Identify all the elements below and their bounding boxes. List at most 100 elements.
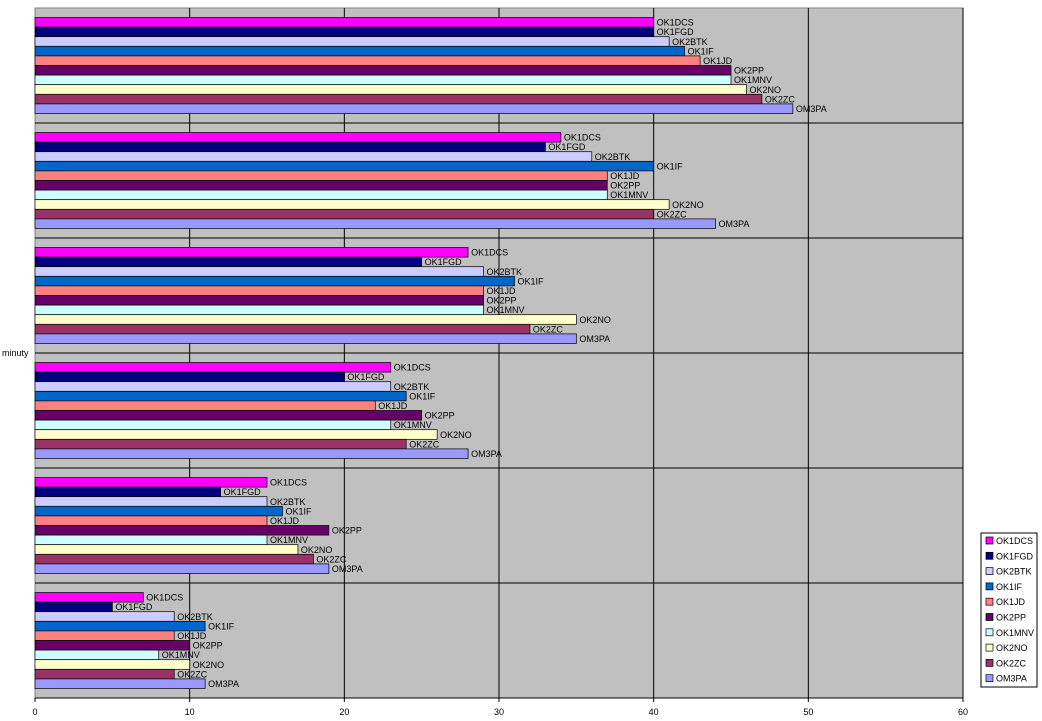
bar-label-ok1if-group-4: OK1IF [409,391,436,401]
bar-ok1fgd-group-2 [34,141,546,153]
bar-ok1jd-group-4 [34,400,376,411]
legend-swatch-ok2pp [985,613,994,621]
bar-ok1jd-group-3 [34,285,484,296]
bar-label-ok1jd-group-5: OK1JD [270,516,300,526]
legend-label-ok2pp: OK2PP [996,613,1026,623]
bar-label-ok1mnv-group-6: OK1MNV [162,650,200,660]
bar-label-ok1jd-group-2: OK1JD [610,171,640,181]
legend-label-ok1fgd: OK1FGD [996,551,1034,561]
bar-label-om3pa-group-5: OM3PA [332,564,363,574]
bar-ok1if-group-6 [34,620,206,632]
bar-ok1jd-group-5 [34,515,268,526]
legend-label-ok1mnv: OK1MNV [996,628,1034,638]
bar-label-ok2no-group-4: OK2NO [440,430,472,440]
bar-ok1mnv-group-2 [34,189,608,201]
bar-ok1fgd-group-3 [34,256,423,268]
x-tick-label-60: 60 [958,707,968,717]
x-tick-label-30: 30 [494,707,504,717]
bar-label-ok1fgd-group-2: OK1FGD [548,142,586,152]
bar-ok1mnv-group-3 [34,304,484,316]
bar-label-ok1dcs-group-4: OK1DCS [394,363,431,373]
bar-label-ok1mnv-group-1: OK1MNV [734,75,772,85]
bar-label-ok1if-group-6: OK1IF [208,621,235,631]
bar-label-om3pa-group-2: OM3PA [719,219,750,229]
bar-ok2zc-group-5 [34,553,314,565]
bar-label-ok1mnv-group-3: OK1MNV [487,305,525,315]
bar-label-ok1dcs-group-5: OK1DCS [270,478,307,488]
bar-label-ok2btk-group-2: OK2BTK [595,152,631,162]
bar-om3pa-group-6 [34,678,206,689]
legend-swatch-ok1mnv [985,628,994,637]
bar-label-ok1mnv-group-5: OK1MNV [270,535,308,545]
bar-label-om3pa-group-3: OM3PA [579,334,610,344]
bar-ok2no-group-1 [34,84,747,95]
bar-label-ok1dcs-group-3: OK1DCS [471,248,508,258]
bar-ok1fgd-group-6 [34,601,113,613]
bar-label-ok2pp-group-4: OK2PP [425,411,455,421]
bar-label-om3pa-group-6: OM3PA [208,679,239,689]
bar-label-ok1jd-group-4: OK1JD [378,401,408,411]
bar-ok1fgd-group-5 [34,486,221,498]
bar-om3pa-group-5 [34,563,330,574]
bar-label-ok2no-group-1: OK2NO [749,85,781,95]
bar-ok1fgd-group-1 [34,26,655,38]
legend-swatch-ok1if [985,582,994,591]
bar-label-ok2btk-group-1: OK2BTK [672,37,708,47]
bar-label-ok2btk-group-3: OK2BTK [487,267,523,277]
bar-label-ok1jd-group-3: OK1JD [487,286,517,296]
bar-label-ok1if-group-1: OK1IF [688,46,715,56]
bar-ok1mnv-group-4 [34,419,392,431]
bar-label-ok1jd-group-1: OK1JD [703,56,733,66]
bar-label-ok2zc-group-3: OK2ZC [533,324,564,334]
bar-om3pa-group-1 [34,103,794,114]
bar-label-ok1fgd-group-4: OK1FGD [347,372,385,382]
bar-om3pa-group-2 [34,218,716,229]
bar-ok2no-group-2 [34,199,670,210]
bar-label-ok1if-group-2: OK1IF [657,161,684,171]
bar-ok2btk-group-1 [34,36,670,47]
bar-label-ok2zc-group-1: OK2ZC [765,94,796,104]
bar-ok2pp-group-4 [34,410,423,421]
bar-ok2no-group-3 [34,314,577,325]
legend-label-om3pa: OM3PA [996,674,1027,684]
bar-ok2pp-group-6 [34,640,191,651]
bar-ok2zc-group-6 [34,668,175,680]
bar-ok1if-group-4 [34,390,407,402]
bar-label-ok1fgd-group-1: OK1FGD [657,27,695,37]
bar-ok1jd-group-6 [34,630,175,641]
bar-label-ok1if-group-5: OK1IF [285,506,312,516]
bar-ok1fgd-group-4 [34,371,345,383]
bar-label-ok1dcs-group-1: OK1DCS [657,18,694,28]
bar-ok2no-group-5 [34,544,299,555]
bar-label-ok2zc-group-4: OK2ZC [409,439,440,449]
x-tick-label-40: 40 [649,707,659,717]
bar-ok2zc-group-3 [34,323,531,335]
bar-ok2pp-group-2 [34,180,608,191]
legend-swatch-ok2btk [985,567,994,575]
bar-ok1if-group-1 [34,45,685,57]
bar-ok1mnv-group-5 [34,534,268,546]
bar-label-ok2btk-group-4: OK2BTK [394,382,430,392]
bar-ok1if-group-3 [34,275,515,287]
bar-label-ok1fgd-group-5: OK1FGD [224,487,262,497]
bar-label-ok2pp-group-2: OK2PP [610,181,640,191]
bar-label-ok1if-group-3: OK1IF [517,276,544,286]
bar-label-ok1dcs-group-2: OK1DCS [564,133,601,143]
legend-label-ok2zc: OK2ZC [996,658,1027,668]
bar-label-ok1jd-group-6: OK1JD [177,631,207,641]
bar-label-ok2pp-group-6: OK2PP [193,641,223,651]
bar-ok1dcs-group-6 [34,592,144,603]
x-tick-label-10: 10 [185,707,195,717]
legend-swatch-ok1dcs [985,536,994,545]
bar-label-ok1mnv-group-4: OK1MNV [394,420,432,430]
bar-label-ok2zc-group-6: OK2ZC [177,669,208,679]
legend-swatch-ok1jd [985,597,994,606]
bar-labels: OK1DCSOK1FGDOK2BTKOK1IFOK1JDOK2PPOK1MNVO… [115,18,826,689]
legend-swatch-ok2no [985,643,994,652]
bar-ok2pp-group-3 [34,295,484,306]
bar-ok1dcs-group-1 [34,17,655,28]
bars [34,17,794,689]
legend-label-ok1dcs: OK1DCS [996,536,1033,546]
bar-ok1mnv-group-1 [34,74,732,86]
bar-label-ok2pp-group-3: OK2PP [487,296,517,306]
